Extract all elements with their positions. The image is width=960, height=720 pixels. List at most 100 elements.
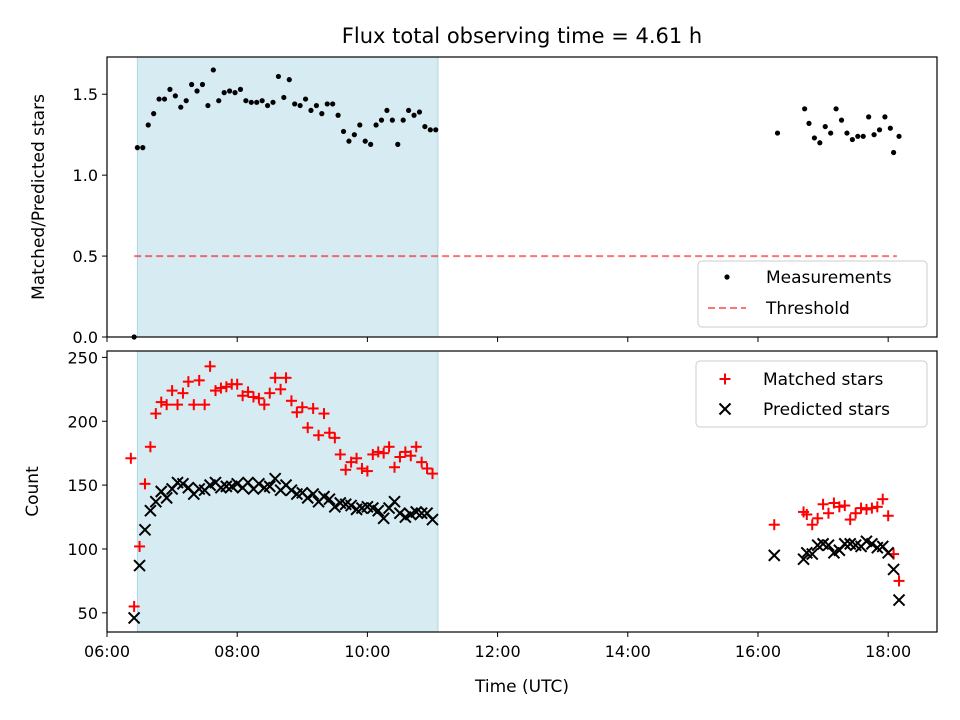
matched-point (182, 376, 194, 388)
matched-point (280, 372, 292, 384)
measurement-point (210, 67, 216, 73)
matched-point (410, 441, 422, 453)
measurement-point (802, 106, 808, 112)
matched-point (247, 391, 259, 403)
measurement-point (368, 141, 374, 147)
matched-point (150, 408, 162, 420)
measurement-point (167, 86, 173, 92)
matched-point (161, 399, 173, 411)
bottom-panel: 50 100 150 200 250 06:00 08:00 10:00 12:00 14:00… (23, 348, 938, 697)
matched-point (253, 392, 265, 404)
cross-b (838, 537, 851, 551)
predicted-point (892, 593, 906, 607)
predicted-point (865, 537, 879, 551)
measurement-point (422, 123, 428, 130)
measurement-point (302, 96, 309, 102)
cross-b (415, 507, 428, 520)
measurement-point (281, 94, 287, 101)
cross-b (230, 477, 244, 491)
measurement-point (866, 114, 872, 120)
cross-b (133, 559, 146, 572)
measurement-point (811, 135, 817, 141)
x-tick-label: 12:00 (475, 642, 521, 661)
matched-point (421, 463, 433, 475)
measurement-point (205, 102, 211, 109)
measurement-point (876, 127, 883, 133)
predicted-point (301, 491, 314, 505)
matched-point (378, 447, 390, 459)
measurement-point (270, 99, 276, 105)
measurement-point (411, 112, 417, 118)
matched-point (291, 406, 303, 418)
matched-point (125, 452, 137, 464)
matched-point (285, 395, 297, 407)
cross-b (252, 477, 266, 491)
matched-point (323, 427, 335, 439)
cross-b (377, 512, 390, 525)
matched-point (220, 381, 232, 393)
y-tick-label: 250 (67, 348, 98, 367)
matched-stars-points (125, 360, 905, 612)
measurement-point (259, 98, 265, 104)
cross-b (144, 504, 157, 517)
matched-point (139, 478, 151, 490)
measurement-point (308, 107, 314, 114)
measurement-point (145, 122, 151, 128)
cross-b (176, 477, 190, 491)
matched-point (258, 399, 270, 411)
matched-point (860, 503, 872, 515)
measurement-point (833, 106, 839, 112)
measurement-point (389, 117, 395, 123)
matched-point (823, 507, 835, 519)
predicted-point (344, 499, 358, 512)
matched-point (361, 465, 373, 477)
bottom-axes-frame (106, 350, 938, 633)
matched-point (177, 387, 189, 399)
y-tick-label: 0.0 (73, 328, 98, 347)
measurement-point (400, 117, 406, 123)
legend-threshold-label: Threshold (765, 299, 850, 319)
predicted-point (388, 495, 401, 508)
top-y-label: Matched/Predicted stars (29, 94, 49, 300)
cross-b (822, 538, 835, 552)
cross-b (339, 498, 352, 511)
predicted-point (393, 507, 407, 520)
predicted-point (160, 491, 173, 505)
cross-b (344, 499, 358, 512)
cross-b (155, 485, 168, 498)
measurement-points (131, 67, 902, 340)
matched-point (389, 461, 401, 473)
matched-point (383, 441, 395, 453)
matched-point (144, 441, 156, 453)
matched-point (231, 378, 243, 390)
matched-point (296, 401, 308, 413)
top-axes-frame (106, 56, 938, 338)
measurement-point (891, 149, 897, 156)
measurement-point (183, 98, 189, 104)
cross-b (138, 523, 152, 537)
measurement-point (151, 111, 157, 117)
cross-b (843, 537, 857, 551)
legend-cross (718, 402, 732, 416)
cross-b (323, 492, 336, 506)
matched-point (313, 429, 325, 441)
cross-b (301, 491, 314, 505)
top-legend-box (697, 260, 928, 328)
predicted-point (426, 513, 439, 526)
cross-b (806, 547, 819, 561)
measurement-point (264, 102, 271, 109)
measurement-point (232, 90, 238, 96)
cross-b (171, 476, 184, 489)
top-highlight-span (136, 56, 439, 338)
matched-point (128, 600, 140, 612)
cross-b (372, 504, 385, 517)
cross-b (768, 549, 781, 562)
predicted-point (806, 547, 819, 561)
bottom-y-ticks: 50 100 150 200 250 (67, 348, 107, 623)
measurement-point (806, 120, 812, 126)
cross-b (393, 507, 407, 520)
matched-point (372, 446, 384, 458)
predicted-point (323, 492, 336, 506)
matched-point (801, 508, 813, 520)
measurement-point (855, 133, 861, 139)
